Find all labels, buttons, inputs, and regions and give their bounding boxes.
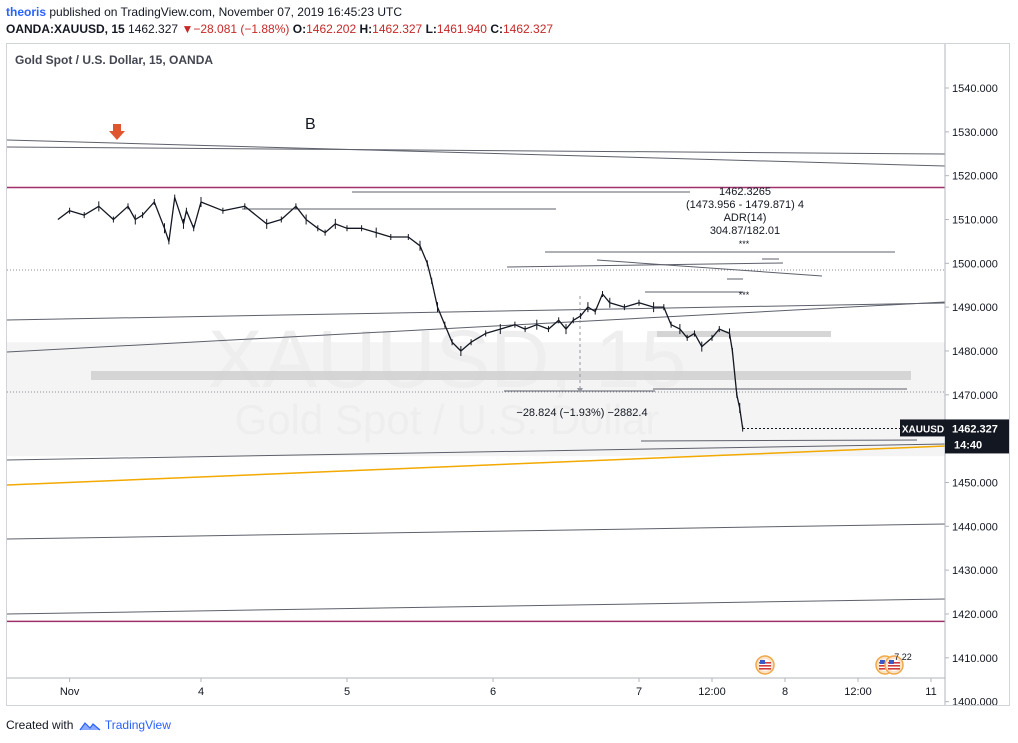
stars-label-2: ***: [739, 290, 750, 300]
y-tick-label: 1400.000: [952, 697, 998, 706]
y-tick-label: 1490.000: [952, 302, 998, 314]
y-tick-label: 1420.000: [952, 609, 998, 621]
last-price: 1462.327: [128, 22, 179, 36]
stars-label-1: ***: [739, 239, 750, 249]
x-tick-label: 4: [198, 686, 204, 698]
high-value: 1462.327: [372, 22, 423, 36]
y-tick-label: 1500.000: [952, 258, 998, 270]
event-count-label: 7 22: [894, 652, 912, 662]
gray-zone: [7, 342, 945, 457]
stats-line-3: ADR(14): [724, 212, 767, 224]
trendline-top: [7, 139, 945, 167]
symbol-name: OANDA:XAUUSD, 15: [6, 22, 125, 36]
x-tick-label: 12:00: [698, 686, 726, 698]
close-label: C:: [490, 22, 503, 36]
x-tick-label: 11: [925, 686, 936, 698]
x-tick-label: Nov: [60, 686, 80, 698]
stats-line-4: 304.87/182.01: [710, 225, 780, 237]
stats-line-2: (1473.956 - 1479.871) 4: [686, 199, 804, 211]
y-tick-label: 1410.000: [952, 653, 998, 665]
stats-line-1: 1462.3265: [719, 186, 771, 198]
symbol-info: OANDA:XAUUSD, 15 1462.327 ▼−28.081 (−1.8…: [6, 22, 553, 36]
measure-label: −28.824 (−1.93%) −2882.4: [516, 407, 647, 419]
price-series: [57, 196, 744, 429]
economic-event-flag-icon: [755, 655, 775, 675]
open-value: 1462.202: [306, 22, 357, 36]
y-tick-label: 1530.000: [952, 127, 998, 139]
wave-label-b: B: [305, 116, 316, 133]
countdown-label: 14:40: [954, 439, 982, 451]
trendline-lower-1: [7, 443, 945, 461]
trendline-channel-1: [7, 301, 945, 353]
segment-9: [640, 439, 918, 442]
support-box-small: [657, 331, 831, 337]
chart-title: Gold Spot / U.S. Dollar, 15, OANDA: [15, 53, 214, 67]
author-name[interactable]: theoris: [6, 5, 47, 19]
y-tick-label: 1510.000: [952, 214, 998, 226]
y-tick-label: 1520.000: [952, 171, 998, 183]
orange-trendline: [7, 445, 945, 486]
x-tick-label: 12:00: [844, 686, 872, 698]
y-tick-label: 1440.000: [952, 521, 998, 533]
support-box-wide: [91, 371, 911, 380]
symbol-tag-label: XAUUSD: [902, 424, 944, 435]
x-tick-label: 7: [636, 686, 642, 698]
low-value: 1461.940: [436, 22, 487, 36]
published-text: published on TradingView.com, November 0…: [49, 5, 403, 19]
price-change: −28.081 (−1.88%): [193, 22, 290, 36]
red-arrow-icon: [109, 131, 125, 140]
created-with-text: Created with: [6, 718, 74, 732]
tradingview-logo-icon: [79, 721, 101, 731]
publish-info: theoris published on TradingView.com, No…: [6, 5, 402, 19]
close-value: 1462.327: [502, 22, 554, 36]
measure-arrow-icon: [577, 388, 583, 393]
y-tick-label: 1470.000: [952, 390, 998, 402]
x-tick-label: 8: [782, 686, 788, 698]
x-tick-label: 5: [344, 686, 350, 698]
y-tick-label: 1480.000: [952, 346, 998, 358]
footer: Created with TradingView: [6, 718, 171, 732]
y-tick-label: 1430.000: [952, 565, 998, 577]
segment-5: [596, 259, 823, 277]
marker-arrow-shaft: [113, 124, 121, 131]
economic-event-flag-icon: [884, 655, 904, 675]
symbol-tag: [900, 419, 946, 437]
trendline-lower-2: [7, 523, 945, 540]
trendline-top-2: [7, 146, 945, 155]
chart-frame[interactable]: XAUUSD, 15 Gold Spot / U.S. Dollar B 1462.3…: [6, 43, 1010, 706]
low-label: L:: [425, 22, 437, 36]
segment-4: [506, 262, 784, 268]
y-tick-label: 1540.000: [952, 83, 998, 95]
change-down-icon: ▼: [181, 22, 194, 36]
open-label: O:: [292, 22, 307, 36]
trendline-lower-3: [7, 598, 945, 615]
high-label: H:: [359, 22, 373, 36]
last-price-tag: [945, 419, 1009, 454]
y-tick-label: 1450.000: [952, 477, 998, 489]
x-tick-label: 6: [490, 686, 496, 698]
trendline-channel-2: [7, 302, 945, 321]
last-price-tag-label: 1462.327: [952, 423, 998, 435]
watermark-name: Gold Spot / U.S. Dollar: [235, 396, 660, 443]
tradingview-link[interactable]: TradingView: [104, 718, 171, 732]
